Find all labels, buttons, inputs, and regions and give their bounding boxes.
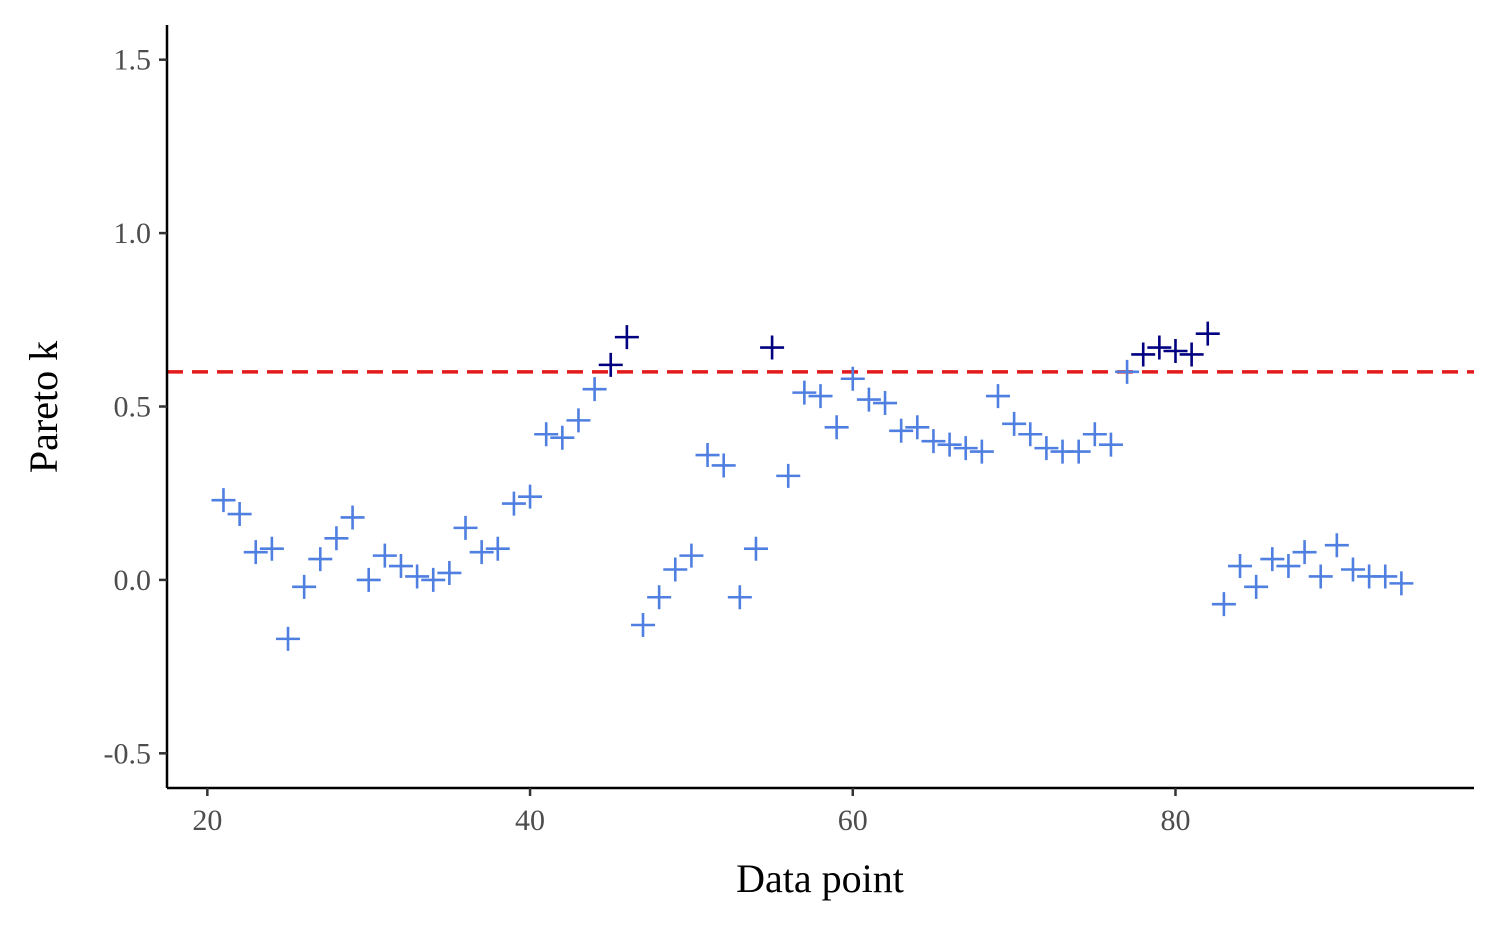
data-point <box>889 418 914 443</box>
data-point <box>1066 439 1091 464</box>
data-point <box>1082 422 1107 447</box>
data-point <box>1292 540 1317 565</box>
data-point-above-threshold <box>1147 335 1172 360</box>
y-tick-label: 0.0 <box>114 564 152 597</box>
data-point <box>937 432 962 457</box>
data-point <box>340 505 365 530</box>
data-point <box>985 384 1010 409</box>
data-point <box>292 574 317 599</box>
data-point <box>969 439 994 464</box>
data-point <box>824 415 849 440</box>
axes-layer: 20 40 60 80 -0.5 0.0 0.5 1.0 1.5 <box>104 25 1474 837</box>
data-point-above-threshold <box>598 352 623 377</box>
data-point <box>259 536 284 561</box>
data-point <box>1018 422 1043 447</box>
y-tick-label: 1.0 <box>114 217 152 250</box>
data-point <box>1002 411 1027 436</box>
data-point-above-threshold <box>1179 342 1204 367</box>
data-point <box>421 567 446 592</box>
data-point <box>534 422 559 447</box>
data-point <box>405 564 430 589</box>
data-point-above-threshold <box>1131 342 1156 367</box>
y-tick-label: -0.5 <box>104 737 152 770</box>
x-tick-label: 80 <box>1160 804 1190 837</box>
data-point <box>308 547 333 572</box>
data-point-above-threshold <box>1195 321 1220 346</box>
y-tick-label: 1.5 <box>114 44 152 77</box>
data-point-above-threshold <box>1163 339 1188 364</box>
data-point <box>518 484 543 509</box>
data-point <box>1211 592 1236 617</box>
y-axis-title: Pareto k <box>21 341 66 473</box>
data-point <box>743 536 768 561</box>
data-point <box>905 415 930 440</box>
data-point <box>711 453 736 478</box>
data-point <box>485 536 510 561</box>
data-point <box>324 526 349 551</box>
data-point <box>679 543 704 568</box>
data-point <box>582 377 607 402</box>
data-point <box>243 540 268 565</box>
data-point <box>1260 547 1285 572</box>
data-point <box>550 425 575 450</box>
data-point <box>227 502 252 527</box>
data-point <box>453 515 478 540</box>
data-point <box>1276 554 1301 579</box>
data-point <box>631 612 656 637</box>
data-point <box>921 429 946 454</box>
data-point <box>1034 436 1059 461</box>
data-point <box>356 567 381 592</box>
x-tick-label: 60 <box>838 804 868 837</box>
data-point <box>1373 564 1398 589</box>
data-point <box>1308 564 1333 589</box>
data-point <box>727 585 752 610</box>
y-tick-label: 0.5 <box>114 391 152 424</box>
data-point <box>469 540 494 565</box>
data-point <box>953 436 978 461</box>
data-point <box>1115 359 1140 384</box>
data-point <box>372 543 397 568</box>
data-point <box>437 560 462 585</box>
data-point <box>873 391 898 416</box>
data-point <box>1244 574 1269 599</box>
data-point <box>840 366 865 391</box>
data-point <box>501 491 526 516</box>
data-point <box>647 585 672 610</box>
data-point-above-threshold <box>760 335 785 360</box>
data-point <box>776 463 801 488</box>
data-point-above-threshold <box>614 325 639 350</box>
data-point <box>388 554 413 579</box>
data-point <box>792 380 817 405</box>
data-point <box>276 626 301 651</box>
data-point <box>808 384 833 409</box>
points-layer <box>211 321 1414 651</box>
data-point <box>1389 571 1414 596</box>
x-tick-label: 20 <box>192 804 222 837</box>
x-axis-title: Data point <box>736 856 904 901</box>
x-tick-label: 40 <box>515 804 545 837</box>
data-point <box>211 488 236 513</box>
data-point <box>1228 554 1253 579</box>
data-point <box>566 408 591 433</box>
data-point <box>1324 533 1349 558</box>
data-point <box>856 387 881 412</box>
data-point <box>695 443 720 468</box>
data-point <box>1340 557 1365 582</box>
data-point <box>1098 432 1123 457</box>
data-point <box>663 557 688 582</box>
